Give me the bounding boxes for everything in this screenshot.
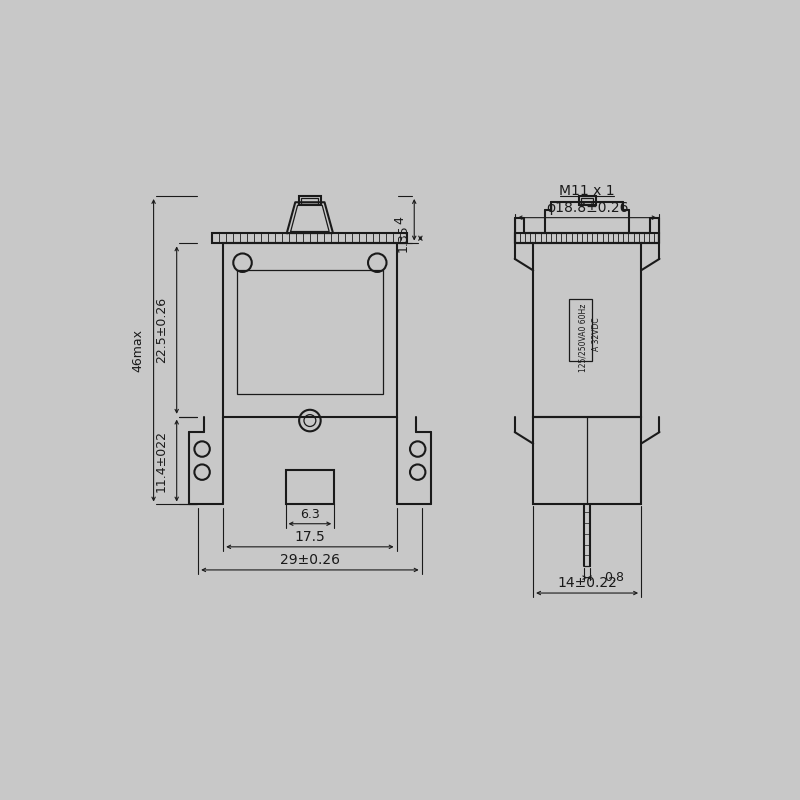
Text: 22.5±0.26: 22.5±0.26 (154, 297, 168, 363)
Bar (302, 198, 318, 204)
Bar (534, 243, 641, 417)
Text: 11.4±022: 11.4±022 (154, 430, 168, 491)
Text: 4: 4 (394, 216, 407, 224)
Text: A 32VDC: A 32VDC (592, 317, 601, 350)
Bar (223, 243, 397, 417)
Bar (213, 233, 407, 243)
Bar (570, 299, 593, 361)
Text: 17.5: 17.5 (294, 530, 326, 544)
Bar (578, 196, 595, 206)
Bar (237, 270, 382, 394)
Text: 29±0.26: 29±0.26 (280, 553, 340, 567)
Text: φ18.8±0.26: φ18.8±0.26 (546, 201, 628, 214)
Text: M11 x 1: M11 x 1 (559, 184, 615, 198)
Bar (534, 417, 641, 505)
Bar (581, 198, 594, 204)
Text: 1.35: 1.35 (397, 224, 410, 252)
Bar (514, 233, 659, 243)
Text: 6.3: 6.3 (300, 508, 320, 521)
Bar (299, 196, 321, 206)
Text: 0.8: 0.8 (604, 571, 624, 584)
Text: 46max: 46max (132, 329, 145, 372)
Text: 14±0.22: 14±0.22 (557, 576, 617, 590)
Text: 125/250VA0 60Hz: 125/250VA0 60Hz (578, 303, 588, 372)
Bar (286, 470, 334, 505)
